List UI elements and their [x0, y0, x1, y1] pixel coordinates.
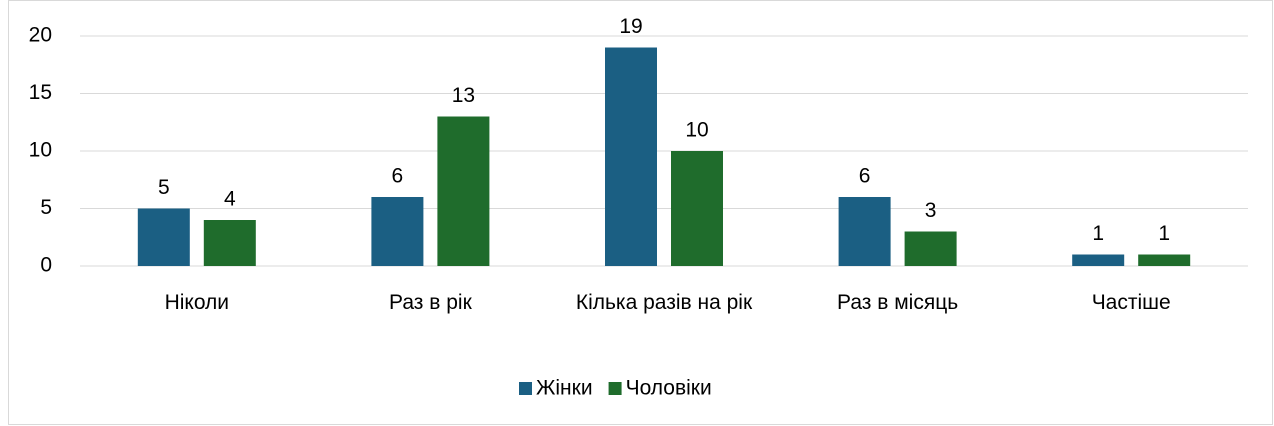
bar: [203, 220, 256, 266]
bar: [904, 231, 957, 266]
legend-label: Чоловіки: [626, 377, 712, 400]
data-label: 1: [1158, 222, 1170, 245]
bar: [137, 208, 190, 266]
bar: [671, 151, 723, 266]
bar: [1138, 254, 1191, 266]
chart-frame: [8, 0, 1273, 425]
data-label: 10: [685, 119, 708, 142]
x-tick-label: Раз в місяць: [837, 291, 959, 314]
y-tick-label: 15: [29, 81, 52, 104]
legend-swatch: [608, 382, 622, 395]
data-label: 6: [859, 165, 871, 188]
data-label: 1: [1092, 222, 1104, 245]
data-label: 6: [392, 165, 404, 188]
y-tick-label: 0: [40, 254, 52, 277]
bar: [605, 47, 657, 266]
bar: [1072, 254, 1125, 266]
data-label: 13: [452, 84, 475, 107]
data-label: 3: [925, 199, 937, 222]
x-tick-label: Кілька разів на рік: [575, 291, 753, 314]
data-label: 4: [224, 188, 236, 211]
data-label: 19: [619, 15, 642, 38]
bar: [437, 116, 490, 266]
x-tick-label: Раз в рік: [389, 291, 472, 314]
x-tick-label: Ніколи: [164, 291, 230, 314]
y-tick-label: 20: [29, 24, 52, 47]
data-label: 5: [158, 176, 170, 199]
legend-label: Жінки: [536, 377, 593, 400]
x-tick-label: Частіше: [1091, 291, 1171, 314]
y-tick-label: 10: [29, 139, 52, 162]
bar: [371, 197, 424, 266]
legend-swatch: [519, 382, 532, 395]
bar: [838, 197, 891, 266]
y-tick-label: 5: [40, 196, 52, 219]
